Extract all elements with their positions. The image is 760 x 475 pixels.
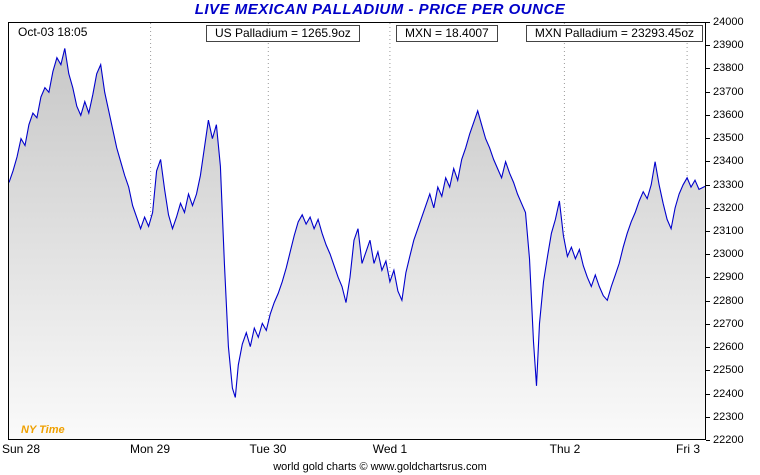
x-axis-tick-label: Fri 3 bbox=[676, 442, 700, 456]
y-axis-tick bbox=[706, 301, 710, 302]
y-axis-tick bbox=[706, 138, 710, 139]
y-axis-tick bbox=[706, 22, 710, 23]
y-axis-tick-label: 22200 bbox=[713, 434, 744, 446]
y-axis-tick-label: 22600 bbox=[713, 341, 744, 353]
y-axis-tick-label: 23000 bbox=[713, 248, 744, 260]
y-axis-tick-label: 22300 bbox=[713, 411, 744, 423]
y-axis-tick bbox=[706, 394, 710, 395]
y-axis-tick-label: 22500 bbox=[713, 364, 744, 376]
y-axis-tick bbox=[706, 370, 710, 371]
mxn-rate-value-box: MXN = 18.4007 bbox=[396, 25, 498, 42]
y-axis-tick-label: 23400 bbox=[713, 155, 744, 167]
y-axis-tick-label: 24000 bbox=[713, 16, 744, 28]
y-axis-tick bbox=[706, 277, 710, 278]
price-line bbox=[9, 48, 705, 398]
x-axis-tick-label: Wed 1 bbox=[372, 442, 408, 456]
y-axis-tick-label: 22400 bbox=[713, 388, 744, 400]
y-axis-tick bbox=[706, 417, 710, 418]
y-axis-tick-label: 22900 bbox=[713, 271, 744, 283]
x-axis-tick-label: Thu 2 bbox=[549, 442, 581, 456]
footer-attribution: world gold charts © www.goldchartsrus.co… bbox=[273, 461, 487, 473]
y-axis-tick bbox=[706, 208, 710, 209]
mxn-palladium-value-box: MXN Palladium = 23293.45oz bbox=[525, 25, 703, 42]
y-axis-tick-label: 23900 bbox=[713, 39, 744, 51]
y-axis-tick bbox=[706, 347, 710, 348]
y-axis: 24000 23900 23800 23700 23600 23500 23400 23300… bbox=[706, 16, 760, 446]
us-palladium-value-box: US Palladium = 1265.9oz bbox=[206, 25, 360, 42]
y-axis-tick-label: 22700 bbox=[713, 318, 744, 330]
y-axis-tick bbox=[706, 115, 710, 116]
x-axis-tick-label: Mon 29 bbox=[129, 442, 171, 456]
y-axis-tick-label: 23100 bbox=[713, 225, 744, 237]
y-axis-tick bbox=[706, 324, 710, 325]
y-axis-tick bbox=[706, 161, 710, 162]
y-axis-tick-label: 22800 bbox=[713, 295, 744, 307]
plot-area: Oct-03 18:05 US Palladium = 1265.9oz MXN… bbox=[8, 22, 706, 440]
y-axis-tick-label: 23300 bbox=[713, 179, 744, 191]
timestamp-label: Oct-03 18:05 bbox=[14, 25, 92, 40]
y-axis-tick bbox=[706, 254, 710, 255]
price-area bbox=[9, 48, 705, 439]
y-axis-tick-label: 23700 bbox=[713, 86, 744, 98]
x-axis-tick-label: Sun 28 bbox=[2, 442, 41, 456]
y-axis-tick bbox=[706, 440, 710, 441]
y-axis-tick-label: 23200 bbox=[713, 202, 744, 214]
x-axis-tick-label: Tue 30 bbox=[249, 442, 287, 456]
y-axis-tick bbox=[706, 68, 710, 69]
chart-title: LIVE MEXICAN PALLADIUM - PRICE PER OUNCE bbox=[194, 1, 566, 18]
y-axis-tick bbox=[706, 45, 710, 46]
y-axis-tick-label: 23800 bbox=[713, 62, 744, 74]
y-axis-tick bbox=[706, 231, 710, 232]
price-chart-canvas bbox=[9, 23, 705, 439]
y-axis-tick bbox=[706, 185, 710, 186]
y-axis-tick-label: 23600 bbox=[713, 109, 744, 121]
y-axis-tick bbox=[706, 92, 710, 93]
ny-time-label: NY Time bbox=[21, 424, 65, 436]
x-axis: Sun 28 Mon 29 Tue 30 Wed 1 Thu 2 Fri 3 bbox=[2, 442, 706, 456]
y-axis-tick-label: 23500 bbox=[713, 132, 744, 144]
